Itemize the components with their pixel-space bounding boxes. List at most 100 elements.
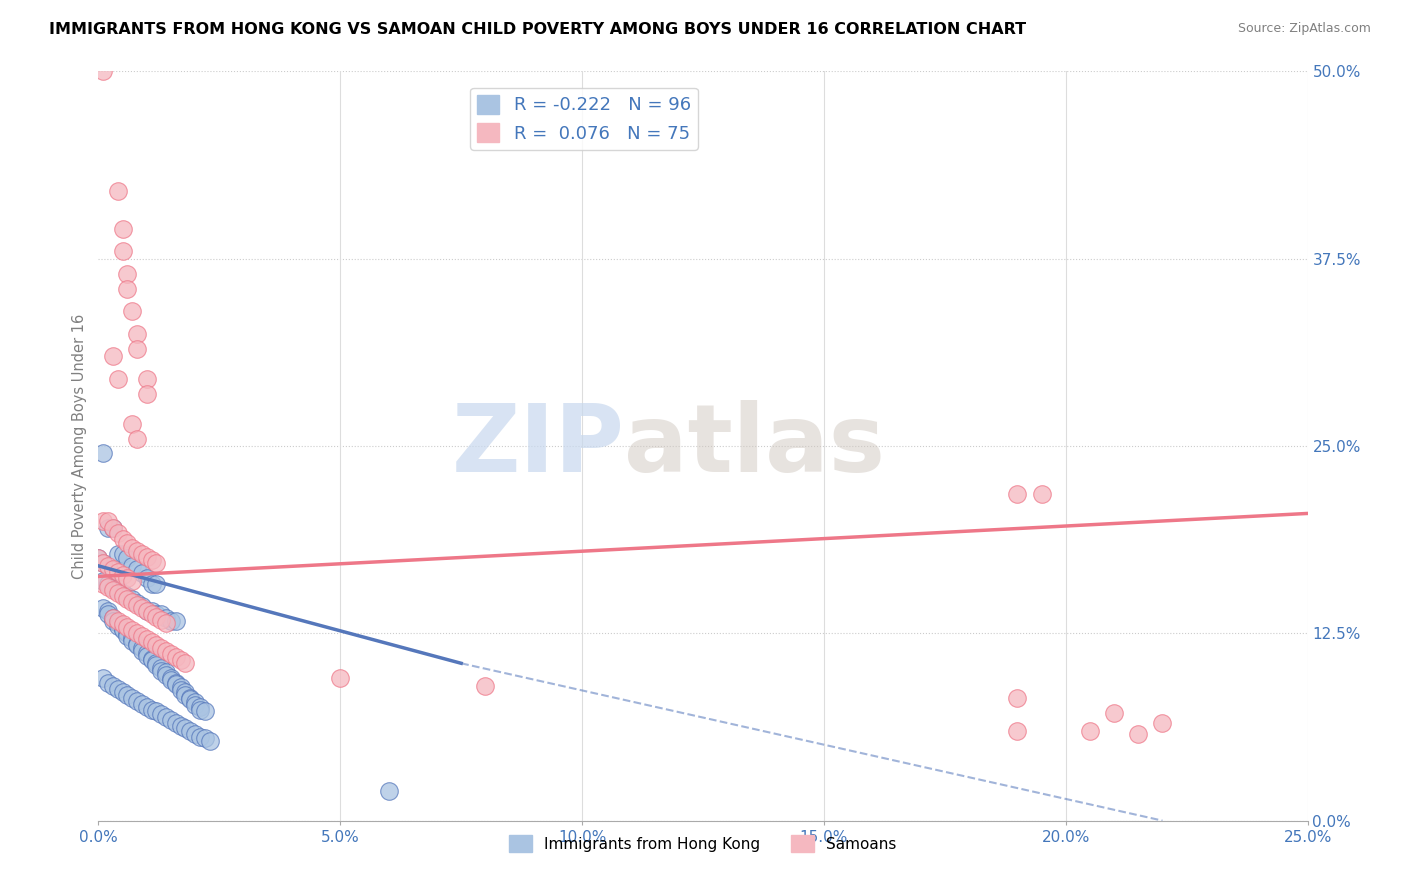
Point: [111, 547, 134, 561]
Point: [97, 604, 120, 618]
Point: [121, 574, 143, 588]
Point: [174, 657, 197, 671]
Point: [97, 558, 120, 573]
Point: [145, 657, 167, 672]
Point: [1007, 723, 1029, 738]
Point: [107, 619, 129, 633]
Point: [87, 551, 110, 566]
Point: [145, 607, 167, 621]
Point: [169, 653, 191, 667]
Point: [121, 304, 143, 318]
Point: [179, 723, 201, 738]
Point: [165, 675, 187, 690]
Point: [127, 562, 149, 576]
Point: [160, 615, 183, 629]
Point: [121, 633, 143, 648]
Point: [135, 646, 157, 660]
Point: [1102, 706, 1125, 720]
Point: [131, 566, 153, 581]
Point: [111, 532, 134, 546]
Point: [165, 615, 187, 629]
Point: [117, 536, 139, 550]
Point: [101, 562, 124, 576]
Point: [107, 615, 129, 629]
Point: [131, 547, 153, 561]
Point: [135, 571, 157, 585]
Point: [91, 577, 114, 591]
Point: [111, 685, 134, 699]
Point: [127, 626, 149, 640]
Point: [150, 607, 173, 621]
Point: [127, 342, 149, 356]
Point: [145, 638, 167, 652]
Point: [101, 611, 124, 625]
Point: [150, 664, 173, 678]
Point: [1007, 690, 1029, 705]
Point: [179, 692, 201, 706]
Point: [184, 698, 207, 713]
Point: [117, 589, 139, 603]
Point: [111, 622, 134, 636]
Point: [97, 675, 120, 690]
Point: [131, 599, 153, 614]
Point: [117, 591, 139, 606]
Point: [107, 525, 129, 540]
Point: [111, 624, 134, 638]
Point: [155, 615, 177, 630]
Point: [91, 574, 114, 588]
Point: [169, 719, 191, 733]
Point: [107, 582, 129, 596]
Point: [97, 607, 120, 621]
Point: [101, 521, 124, 535]
Point: [107, 371, 129, 385]
Point: [121, 591, 143, 606]
Point: [155, 710, 177, 724]
Point: [111, 221, 134, 235]
Point: [131, 697, 153, 711]
Point: [117, 688, 139, 702]
Point: [174, 721, 197, 735]
Point: [155, 668, 177, 682]
Point: [111, 586, 134, 600]
Point: [101, 582, 124, 596]
Point: [141, 635, 163, 649]
Point: [188, 699, 211, 714]
Point: [101, 611, 124, 625]
Point: [194, 731, 217, 746]
Point: [194, 704, 217, 718]
Point: [121, 624, 143, 638]
Point: [117, 620, 139, 634]
Point: [107, 565, 129, 579]
Text: ZIP: ZIP: [451, 400, 624, 492]
Point: [474, 679, 496, 693]
Legend: R = -0.222   N = 96, R =  0.076   N = 75: R = -0.222 N = 96, R = 0.076 N = 75: [470, 88, 697, 150]
Point: [111, 589, 134, 603]
Point: [169, 680, 191, 694]
Point: [198, 734, 221, 748]
Point: [97, 521, 120, 535]
Y-axis label: Child Poverty Among Boys Under 16: Child Poverty Among Boys Under 16: [72, 313, 87, 579]
Point: [145, 657, 167, 671]
Point: [131, 629, 153, 643]
Point: [127, 544, 149, 558]
Point: [117, 571, 139, 585]
Text: IMMIGRANTS FROM HONG KONG VS SAMOAN CHILD POVERTY AMONG BOYS UNDER 16 CORRELATIO: IMMIGRANTS FROM HONG KONG VS SAMOAN CHIL…: [49, 22, 1026, 37]
Point: [150, 707, 173, 722]
Point: [135, 604, 157, 618]
Point: [127, 326, 149, 341]
Point: [91, 64, 114, 78]
Point: [101, 521, 124, 535]
Point: [111, 244, 134, 259]
Point: [121, 417, 143, 431]
Point: [101, 582, 124, 597]
Point: [97, 514, 120, 528]
Point: [141, 604, 163, 618]
Point: [121, 541, 143, 555]
Point: [141, 553, 163, 567]
Point: [91, 600, 114, 615]
Point: [179, 690, 201, 705]
Point: [97, 580, 120, 594]
Point: [121, 690, 143, 705]
Point: [127, 694, 149, 708]
Point: [121, 558, 143, 573]
